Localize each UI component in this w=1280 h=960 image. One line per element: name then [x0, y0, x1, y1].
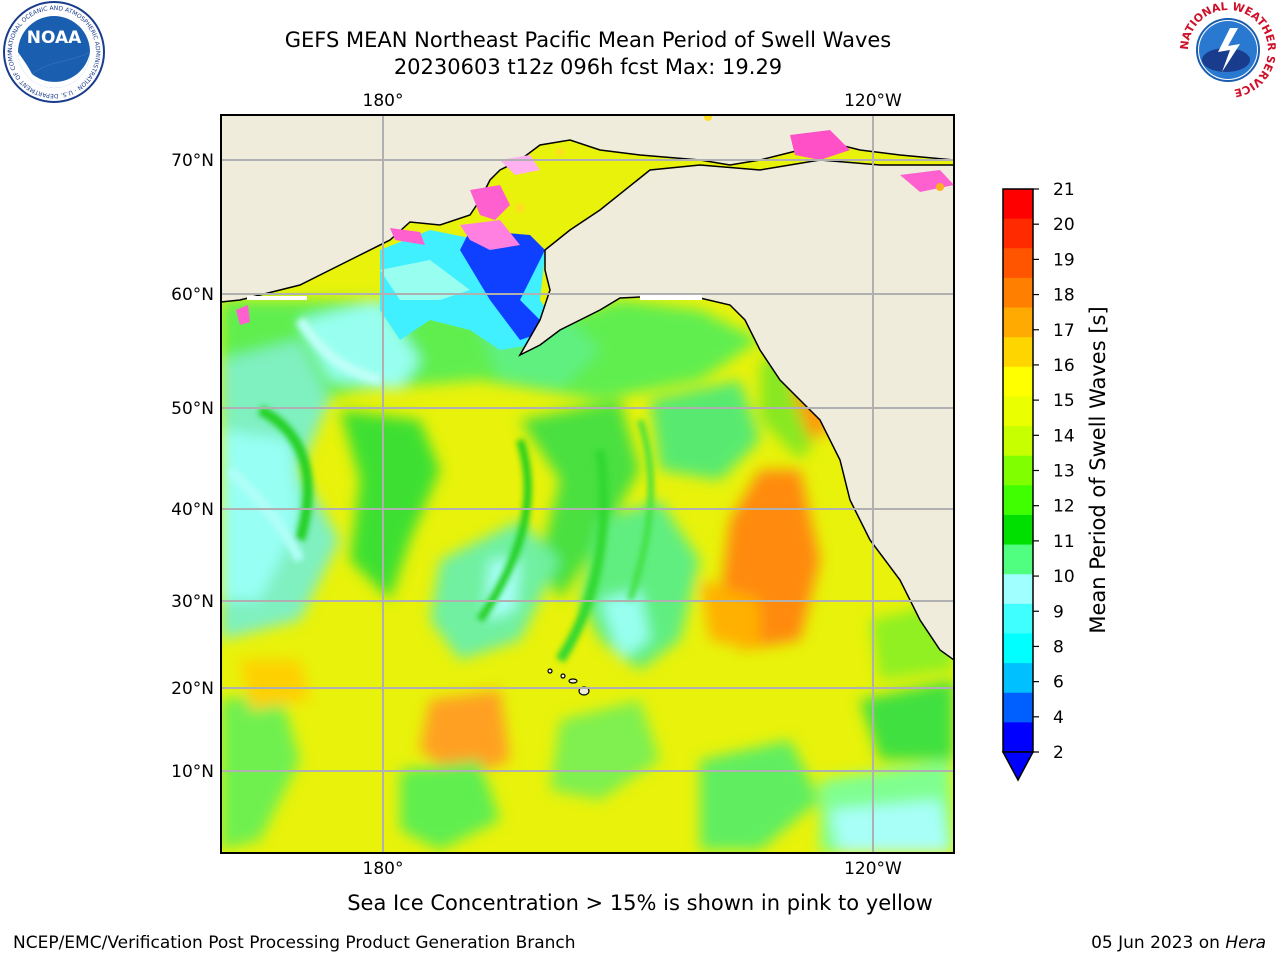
- colorbar-segment: [1003, 248, 1033, 279]
- colorbar-tick-label: 2: [1053, 743, 1064, 763]
- lat-label-70n: 70°N: [171, 151, 214, 171]
- noaa-logo: NOAA NATIONAL OCEANIC AND ATMOSPHERIC AD…: [0, 0, 106, 108]
- map-frame: [220, 114, 955, 854]
- colorbar-tick-label: 15: [1053, 391, 1075, 411]
- colorbar-tick-label: 20: [1053, 215, 1075, 235]
- colorbar-tick-label: 10: [1053, 567, 1075, 587]
- colorbar-segment: [1003, 307, 1033, 338]
- lat-label-30n: 30°N: [171, 592, 214, 612]
- colorbar-tick-label: 4: [1053, 708, 1064, 728]
- colorbar-tick-label: 8: [1053, 637, 1064, 657]
- colorbar-tick-label: 6: [1053, 673, 1064, 693]
- colorbar-tick-label: 14: [1053, 426, 1075, 446]
- colorbar-segment: [1003, 692, 1033, 723]
- colorbar-tick-label: 12: [1053, 497, 1075, 517]
- graticule: [221, 115, 954, 853]
- colorbar-tick-label: 9: [1053, 602, 1064, 622]
- colorbar-segment: [1003, 366, 1033, 397]
- colorbar-segments: [1003, 189, 1033, 753]
- lon-label-top-180: 180°: [363, 91, 404, 111]
- colorbar-tick-label: 17: [1053, 321, 1075, 341]
- colorbar-segment: [1003, 574, 1033, 605]
- colorbar-label: Mean Period of Swell Waves [s]: [1086, 306, 1110, 633]
- date-text: 05 Jun 2023 on: [1091, 933, 1220, 953]
- machine-name: Hera: [1225, 933, 1266, 953]
- colorbar-tick-label: 21: [1053, 180, 1075, 200]
- map-plot-area: [221, 115, 954, 853]
- date-credit: 05 Jun 2023 on Hera: [1091, 933, 1266, 953]
- colorbar-tick-label: 13: [1053, 462, 1075, 482]
- colorbar-segment: [1003, 722, 1033, 753]
- colorbar-extend-arrow: [1001, 751, 1035, 782]
- lat-label-50n: 50°N: [171, 399, 214, 419]
- colorbar-segment: [1003, 544, 1033, 575]
- colorbar-segment: [1003, 277, 1033, 309]
- colorbar-segment: [1003, 455, 1033, 486]
- lat-label-10n: 10°N: [171, 762, 214, 782]
- colorbar-ticks: 21 20 19 18 17 16 15 14 13 12 11 10 9 8 6 4 2: [1033, 180, 1075, 763]
- lat-label-20n: 20°N: [171, 679, 214, 699]
- credit-text: NCEP/EMC/Verification Post Processing Pr…: [13, 933, 576, 953]
- bering-deep-field: [460, 230, 550, 340]
- colorbar-segment: [1003, 603, 1033, 634]
- chart-title: GEFS MEAN Northeast Pacific Mean Period …: [284, 28, 892, 52]
- sea-ice-footnote: Sea Ice Concentration > 15% is shown in …: [347, 891, 933, 915]
- lon-label-bottom-180: 180°: [363, 859, 404, 879]
- colorbar-tick-label: 11: [1053, 532, 1075, 552]
- colorbar-segment: [1003, 514, 1033, 546]
- nws-logo: NATIONAL WEATHER SERVICE: [1178, 0, 1278, 104]
- lat-label-40n: 40°N: [171, 500, 214, 520]
- chart-subtitle: 20230603 t12z 096h fcst Max: 19.29: [393, 55, 783, 79]
- lon-label-top-120w: 120°W: [844, 91, 902, 111]
- lon-label-bottom-120w: 120°W: [844, 859, 902, 879]
- colorbar-segment: [1003, 485, 1033, 516]
- colorbar-tick-label: 18: [1053, 286, 1075, 306]
- colorbar-segment: [1003, 337, 1033, 368]
- colorbar-tick-label: 19: [1053, 250, 1075, 270]
- colorbar-segment: [1003, 633, 1033, 664]
- colorbar-segment: [1003, 218, 1033, 249]
- colorbar-tick-label: 16: [1053, 356, 1075, 376]
- colorbar-segment: [1003, 396, 1033, 427]
- colorbar-segment: [1003, 663, 1033, 694]
- lat-label-60n: 60°N: [171, 285, 214, 305]
- colorbar: 21 20 19 18 17 16 15 14 13 12 11 10 9 8 6 4 2 Mean Perio…: [1001, 180, 1110, 782]
- colorbar-segment: [1003, 189, 1033, 220]
- svg-text:NOAA: NOAA: [27, 28, 82, 48]
- sea-ice-overlay: [236, 115, 954, 325]
- colorbar-segment: [1003, 426, 1033, 457]
